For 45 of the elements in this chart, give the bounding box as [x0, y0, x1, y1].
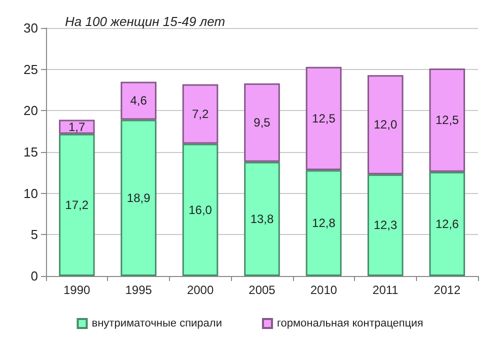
y-tick-label: 0: [30, 268, 38, 284]
legend-label: гормональная контрацепция: [276, 318, 424, 330]
data-label: 13,8: [250, 212, 274, 226]
data-label: 12,5: [312, 112, 336, 126]
x-tick-label: 2012: [434, 283, 461, 297]
bar: [120, 82, 156, 120]
x-tick-label: 2011: [372, 283, 399, 297]
data-label: 1,7: [68, 120, 86, 134]
bar: [58, 134, 95, 276]
data-label: 12,5: [435, 113, 460, 128]
y-tick-label: 25: [24, 62, 38, 77]
bar: [429, 172, 466, 276]
data-label: 18,9: [126, 190, 151, 205]
bar: [58, 120, 95, 134]
y-tick-label: 30: [24, 20, 38, 36]
bar: [306, 66, 342, 170]
bar: [368, 75, 404, 174]
chart-title: На 100 женщин 15-49 лет: [65, 14, 226, 29]
y-tick-label: 20: [24, 103, 38, 118]
bar: [368, 174, 404, 276]
y-tick-label: 15: [24, 144, 38, 160]
data-label: 4,6: [130, 94, 148, 108]
y-tick-label: 10: [24, 186, 38, 201]
data-label: 12,3: [374, 218, 398, 232]
data-label: 9,5: [254, 116, 271, 130]
x-tick-label: 2000: [186, 283, 214, 297]
bar: [244, 162, 280, 276]
x-tick-label: 1990: [64, 283, 91, 297]
data-label: 12,0: [374, 118, 398, 132]
data-label: 12,8: [312, 216, 336, 230]
bar: [182, 144, 218, 276]
x-tick-label: 2005: [248, 283, 276, 297]
bar: [429, 68, 466, 172]
bar: [120, 120, 156, 276]
bar: [182, 84, 218, 144]
data-label: 17,2: [65, 198, 89, 212]
bar: [244, 83, 280, 162]
data-label: 7,2: [192, 106, 209, 121]
x-tick-label: 1995: [125, 283, 152, 297]
x-tick-label: 2010: [310, 283, 338, 297]
y-tick-label: 5: [30, 227, 38, 242]
legend-label: внутриматочные спирали: [92, 318, 222, 330]
data-label: 16,0: [188, 202, 212, 217]
bar: [306, 170, 342, 276]
data-label: 12,6: [435, 216, 460, 231]
